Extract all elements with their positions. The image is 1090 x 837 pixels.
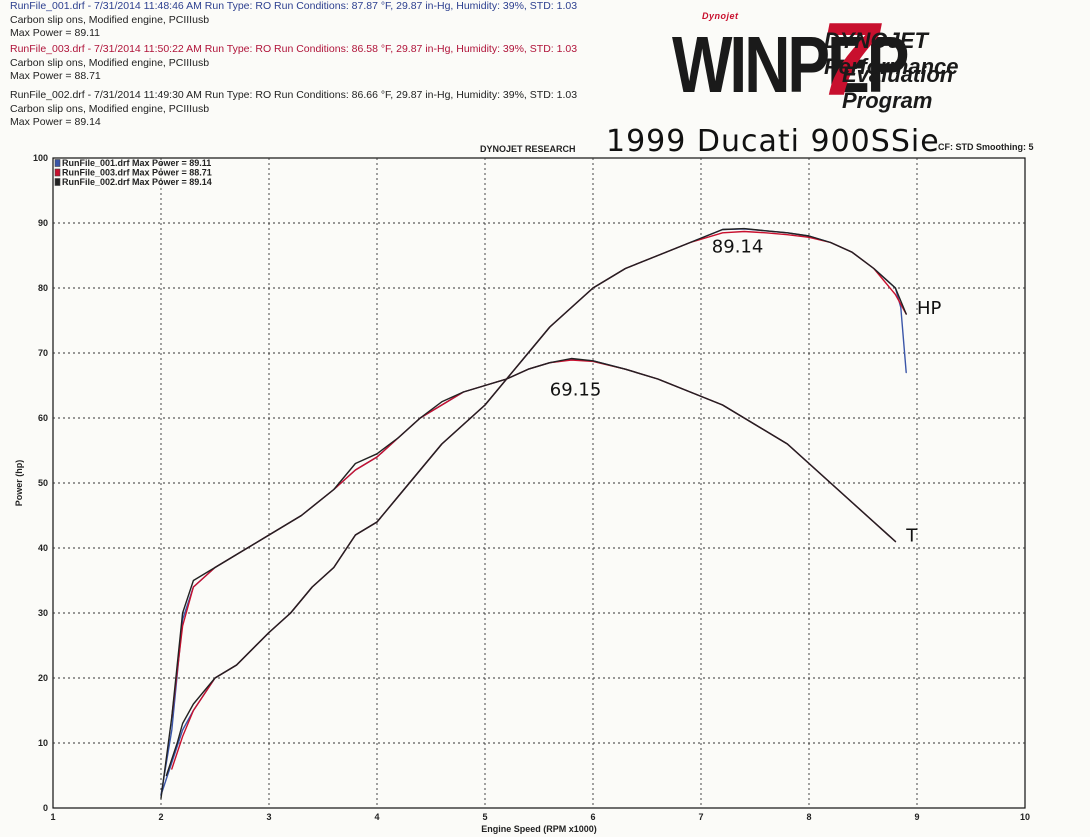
x-tick-labels: 1 2 3 4 5 6 7 8 9 10 [50,812,1030,822]
y-tick-label: 50 [38,478,48,488]
annotations: 89.14 69.15 HP T [550,236,942,546]
y-tick-label: 10 [38,738,48,748]
y-tick-label: 60 [38,413,48,423]
series-line-0 [160,228,907,796]
run-info-002: RunFile_002.drf - 7/31/2014 11:49:30 AM … [10,89,577,130]
logo-small-text: Dynojet [702,11,739,21]
run-max-power: Max Power = 89.11 [10,27,100,40]
legend: RunFile_001.drf Max Power = 89.11RunFile… [54,158,212,187]
handwritten-annotation: 89.14 [712,236,764,257]
x-tick-label: 5 [482,812,487,822]
run-header: RunFile_001.drf - 7/31/2014 11:48:46 AM … [10,0,578,12]
handwritten-annotation: T [905,526,918,547]
y-tick-labels: 0 10 20 30 40 50 60 70 80 90 100 [33,153,48,813]
y-tick-label: 0 [43,803,48,813]
logo-line2: Evaluation Program [842,62,954,113]
grid-lines [53,158,1025,808]
y-tick-label: 30 [38,608,48,618]
series-line-1 [171,230,907,770]
cf-smoothing-label: CF: STD Smoothing: 5 [938,142,1034,152]
run-info-001: RunFile_001.drf - 7/31/2014 11:48:46 AM … [10,0,577,41]
series-line-4 [171,359,897,718]
x-tick-label: 6 [590,812,595,822]
run-description: Carbon slip ons, Modified engine, PCIIIu… [10,102,210,115]
series-line-3 [160,358,897,796]
legend-entry: RunFile_002.drf Max Power = 89.14 [62,177,212,187]
logo-line1: DYNOJET Performance [824,28,959,79]
run-description: Carbon slip ons, Modified engine, PCIIIu… [10,56,210,69]
dynojet-research-label: DYNOJET RESEARCH [480,144,576,154]
y-axis-label: Power (hp) [14,460,24,507]
y-tick-label: 90 [38,218,48,228]
legend-entry: RunFile_003.drf Max Power = 88.71 [62,168,212,178]
run-header: RunFile_002.drf - 7/31/2014 11:49:30 AM … [10,89,578,101]
run-max-power: Max Power = 89.14 [10,116,101,129]
y-tick-label: 40 [38,543,48,553]
x-axis-label: Engine Speed (RPM x1000) [481,824,597,834]
x-tick-label: 3 [266,812,271,822]
logo-winpep: WINPEP [672,19,909,110]
x-tick-label: 7 [698,812,703,822]
series-line-2 [165,227,907,777]
x-tick-label: 10 [1020,812,1030,822]
winpep-logo: Dynojet WINPEP 7 DYNOJET Performance Eva… [672,8,1032,113]
legend-swatch [54,178,61,186]
handwritten-title: 1999 Ducati 900SSie [606,124,940,159]
x-tick-label: 1 [50,812,55,822]
run-header: RunFile_003.drf - 7/31/2014 11:50:22 AM … [10,43,578,55]
handwritten-annotation: 69.15 [550,379,602,400]
logo-seven: 7 [820,2,878,118]
legend-swatch [54,159,61,167]
y-tick-label: 100 [33,153,48,163]
legend-entry: RunFile_001.drf Max Power = 89.11 [62,158,211,168]
y-tick-label: 70 [38,348,48,358]
x-tick-label: 9 [914,812,919,822]
x-tick-label: 8 [806,812,811,822]
y-tick-label: 80 [38,283,48,293]
series-lines [160,227,907,799]
y-tick-label: 20 [38,673,48,683]
series-line-5 [160,357,897,799]
x-tick-label: 4 [374,812,379,822]
run-description: Carbon slip ons, Modified engine, PCIIIu… [10,13,210,26]
legend-swatch [54,168,61,177]
run-info-003: RunFile_003.drf - 7/31/2014 11:50:22 AM … [10,43,577,84]
handwritten-annotation: HP [917,298,942,319]
run-max-power: Max Power = 88.71 [10,70,101,83]
x-tick-label: 2 [158,812,163,822]
